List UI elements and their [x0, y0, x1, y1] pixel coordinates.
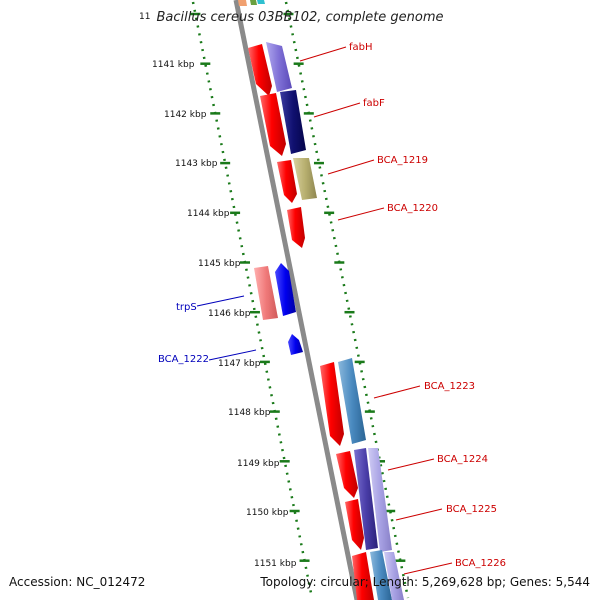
gene-fabF-cds[interactable] [280, 90, 306, 154]
gene-BCA_1224-cds-2[interactable] [368, 448, 392, 552]
gene-BCA_1223[interactable] [320, 362, 344, 446]
gene-BCA_1226-cds[interactable] [370, 550, 392, 600]
gene-labels: fabH fabF BCA_1219 BCA_1220 trpS BCA_122… [158, 42, 506, 569]
genome-backbone [233, 0, 360, 600]
gene-BCA_1226-cds-2[interactable] [384, 552, 404, 600]
genome-title: Bacillus cereus 03BB102, complete genome [156, 10, 444, 25]
gene-label-BCA_1225[interactable]: BCA_1225 [446, 504, 497, 515]
ruler-labels: 11 1141 kbp 1142 kbp 1143 kbp 1144 kbp 1… [139, 12, 297, 569]
gene-BCA_1223-cds[interactable] [338, 358, 366, 444]
gene-fabH-cds[interactable] [266, 42, 292, 92]
gene-BCA_1224-cds[interactable] [354, 448, 378, 550]
gene-BCA_1219[interactable] [277, 160, 297, 203]
gene-trpS[interactable] [275, 263, 296, 316]
gene-BCA_1219-cds[interactable] [293, 158, 317, 200]
ruler-label: 11 [139, 12, 150, 22]
gene-label-BCA_1226[interactable]: BCA_1226 [455, 558, 506, 569]
ruler-label: 1149 kbp [237, 459, 280, 469]
accession-text: Accession: NC_012472 [9, 575, 146, 589]
gene-label-BCA_1220[interactable]: BCA_1220 [387, 203, 438, 214]
gene-trpS-cds[interactable] [254, 266, 278, 320]
ruler-label: 1147 kbp [218, 359, 261, 369]
ruler-track-right [284, 1, 410, 599]
ruler-label: 1150 kbp [246, 508, 289, 518]
gene-fabH[interactable] [248, 44, 272, 96]
gene-label-fabH[interactable]: fabH [349, 42, 373, 53]
ruler-label: 1141 kbp [152, 60, 195, 70]
ruler-label: 1145 kbp [198, 259, 241, 269]
gene-BCA_1225[interactable] [345, 499, 364, 550]
ruler-label: 1144 kbp [187, 209, 230, 219]
ruler-label: 1151 kbp [254, 559, 297, 569]
gene-label-fabF[interactable]: fabF [363, 98, 385, 109]
gene-BCA_1224[interactable] [336, 451, 358, 498]
gene-label-BCA_1219[interactable]: BCA_1219 [377, 155, 428, 166]
gene-BCA_1220[interactable] [287, 207, 305, 248]
ruler-label: 1143 kbp [175, 159, 218, 169]
gene-BCA_1222[interactable] [288, 334, 303, 355]
ruler-label: 1142 kbp [164, 110, 207, 120]
gene-label-trpS[interactable]: trpS [176, 302, 197, 313]
gene-BCA_1226[interactable] [352, 552, 374, 600]
ruler-label: 1146 kbp [208, 309, 251, 319]
genome-stats-text: Topology: circular; Length: 5,269,628 bp… [260, 575, 590, 589]
gene-fabF[interactable] [260, 93, 286, 156]
kbp-ticks [190, 12, 406, 562]
leader-lines [196, 46, 453, 575]
gene-label-BCA_1223[interactable]: BCA_1223 [424, 381, 475, 392]
ruler-label: 1148 kbp [228, 408, 271, 418]
gene-label-BCA_1222[interactable]: BCA_1222 [158, 354, 209, 365]
gene-label-BCA_1224[interactable]: BCA_1224 [437, 454, 488, 465]
gene-top-partial [238, 0, 265, 6]
